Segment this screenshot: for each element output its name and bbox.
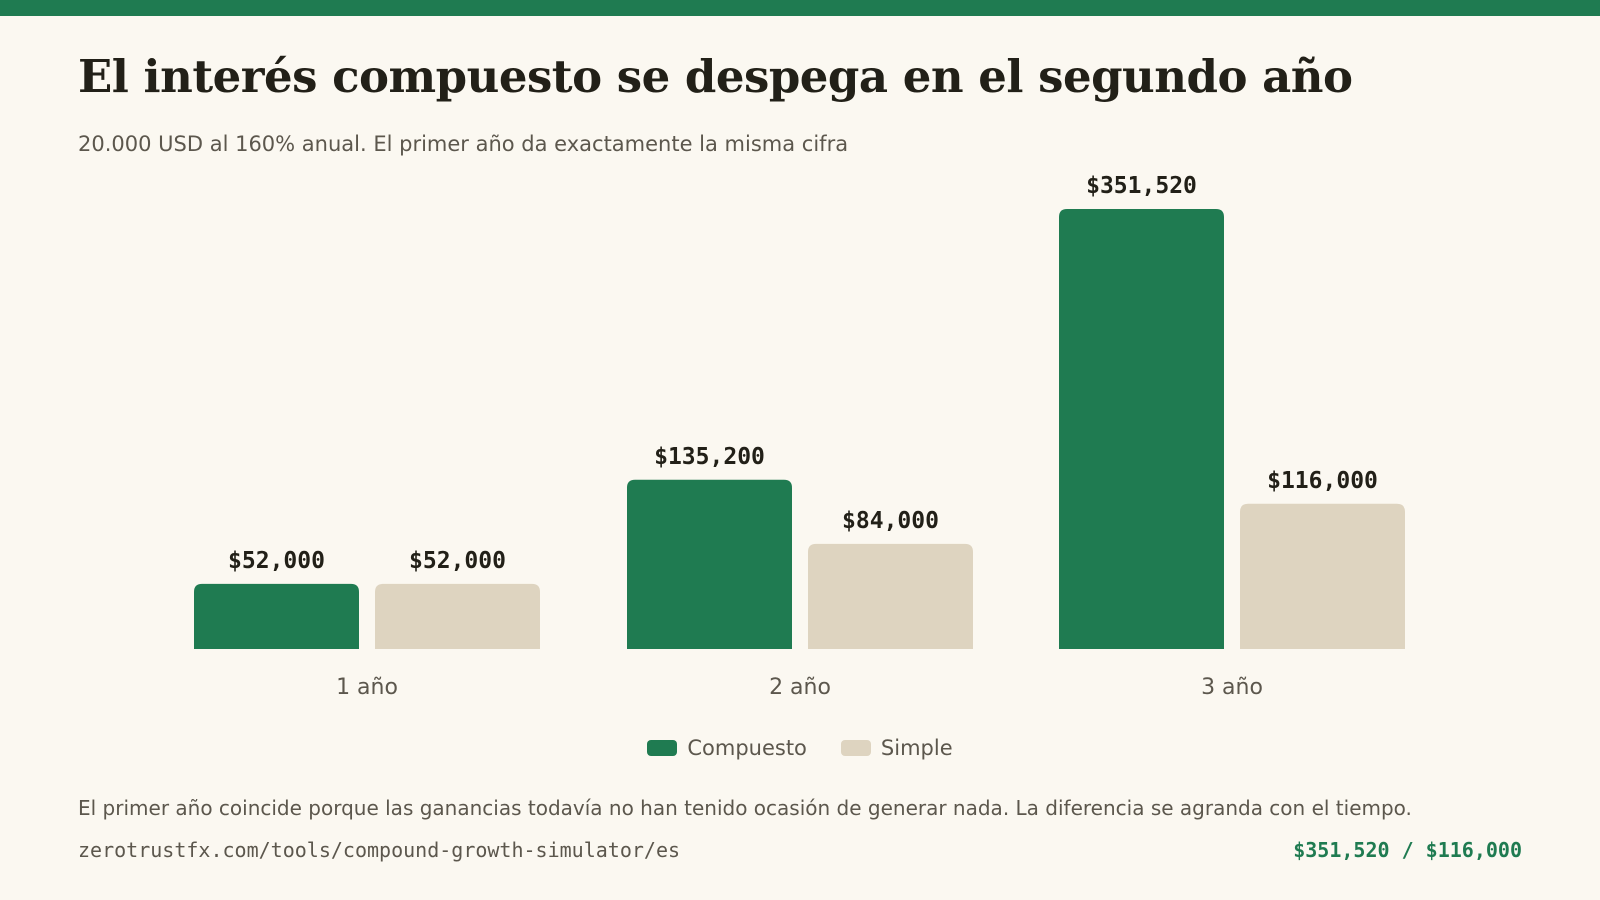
x-tick-label-3: 3 año xyxy=(1201,675,1263,700)
page-title: El interés compuesto se despega en el se… xyxy=(78,50,1353,103)
legend-label-compound: Compuesto xyxy=(687,736,807,760)
legend-label-simple: Simple xyxy=(880,736,953,760)
bar-simple-1 xyxy=(375,583,540,649)
data-label-simple-1: $52,000 xyxy=(409,548,506,574)
summary-values: $351,520 / $116,000 xyxy=(1293,838,1522,862)
legend-item-simple: Simple xyxy=(840,736,953,760)
data-label-simple-2: $84,000 xyxy=(842,508,939,534)
bar-compound-1 xyxy=(194,583,359,649)
bar-simple-2 xyxy=(808,543,973,649)
data-label-simple-3: $116,000 xyxy=(1267,468,1378,494)
data-label-compound-2: $135,200 xyxy=(654,444,765,470)
x-tick-label-1: 1 año xyxy=(336,675,398,700)
page-subtitle: 20.000 USD al 160% anual. El primer año … xyxy=(78,132,849,156)
bar-simple-3 xyxy=(1240,503,1405,649)
legend-item-compound: Compuesto xyxy=(647,736,807,760)
data-label-compound-3: $351,520 xyxy=(1086,173,1197,199)
bar-compound-2 xyxy=(627,479,792,649)
footer-note: El primer año coincide porque las gananc… xyxy=(78,796,1412,820)
data-label-compound-1: $52,000 xyxy=(228,548,325,574)
chart-legend: Compuesto Simple xyxy=(0,736,1600,760)
legend-swatch-simple xyxy=(840,740,871,756)
source-url: zerotrustfx.com/tools/compound-growth-si… xyxy=(78,838,681,862)
x-tick-label-2: 2 año xyxy=(769,675,831,700)
legend-swatch-compound xyxy=(647,740,678,756)
bar-chart: $52,000 $52,000 1 año $135,200 $84,000 2 año $… xyxy=(194,173,1405,700)
top-accent-bar xyxy=(0,0,1600,16)
bar-compound-3 xyxy=(1059,209,1224,649)
